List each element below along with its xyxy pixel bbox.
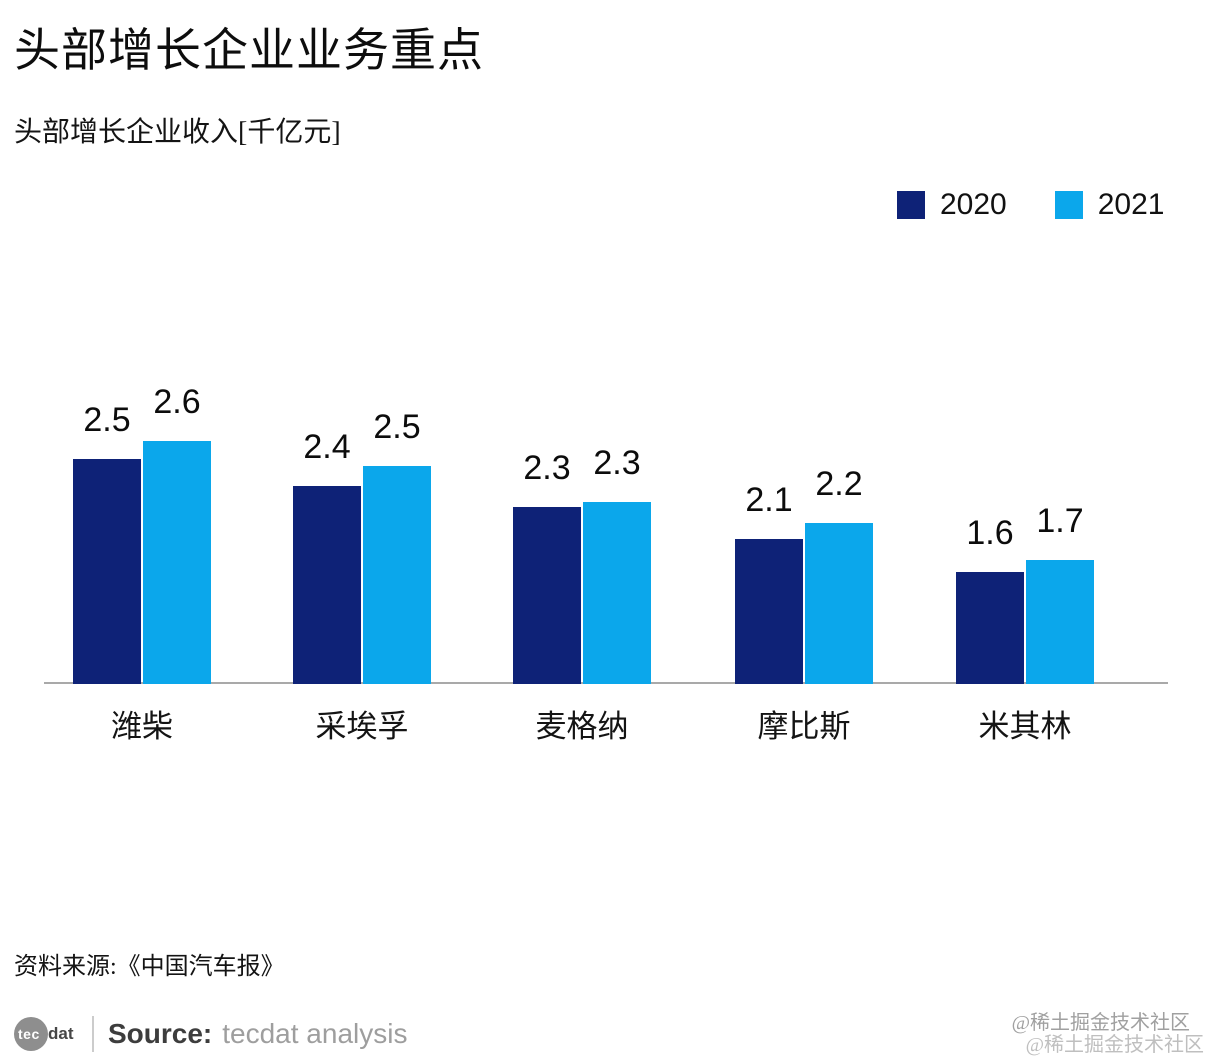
legend-label-2021: 2021 [1097,188,1165,221]
bar-value-label-2021-摩比斯: 2.2 [815,465,863,503]
category-label-摩比斯: 摩比斯 [757,709,851,744]
tecdat-logo-tec-text: tec [18,1026,40,1042]
category-label-麦格纳: 麦格纳 [535,709,629,744]
bar-value-label-2021-潍柴: 2.6 [153,383,201,421]
legend-item-2021: 2021 [1054,188,1165,222]
bar-2020-潍柴 [73,459,141,684]
bar-value-label-2020-米其林: 1.6 [966,514,1014,552]
bar-2021-米其林 [1026,560,1094,684]
bar-2020-采埃孚 [293,486,361,684]
chart-subtitle-unit-label: 头部增长企业收入[千亿元] [14,117,341,148]
footer-divider [92,1016,94,1052]
bar-2020-麦格纳 [513,507,581,684]
data-source-note: 资料来源:《中国汽车报》 [14,954,285,980]
legend-swatch-2021 [1054,191,1083,219]
footer-source-value: tecdat analysis [222,1018,408,1049]
bar-2021-摩比斯 [805,523,873,684]
legend-item-2020: 2020 [897,188,1007,222]
category-label-米其林: 米其林 [978,709,1072,744]
footer-source-label: Source: [108,1018,213,1049]
bar-value-label-2020-摩比斯: 2.1 [745,481,793,519]
bar-value-label-2020-采埃孚: 2.4 [303,428,351,466]
bar-value-label-2021-米其林: 1.7 [1036,502,1084,540]
page-title: 头部增长企业业务重点 [14,25,484,76]
legend-label-2020: 2020 [940,188,1007,221]
footer: tec dat Source: tecdat analysis [14,1012,407,1056]
tecdat-logo: tec dat [14,1014,86,1054]
bar-2021-采埃孚 [363,466,431,684]
legend-swatch-2020 [897,191,925,219]
watermark-line-1: @稀土掘金技术社区 [1011,1012,1190,1034]
bar-value-label-2021-采埃孚: 2.5 [373,408,421,446]
watermarks: @稀土掘金技术社区 @稀土掘金技术社区 [1012,1012,1206,1056]
tecdat-logo-circle [14,1017,48,1051]
category-label-采埃孚: 采埃孚 [315,709,409,744]
category-label-潍柴: 潍柴 [111,709,173,744]
bar-2020-米其林 [956,572,1024,684]
chart-legend: 2020 2021 [897,188,1165,222]
bar-value-label-2020-麦格纳: 2.3 [523,449,571,487]
bar-2021-麦格纳 [583,502,651,684]
bar-2020-摩比斯 [735,539,803,684]
tecdat-logo-dat-text: dat [48,1024,74,1043]
watermark-line-2: @稀土掘金技术社区 [1025,1034,1204,1056]
bar-value-label-2021-麦格纳: 2.3 [593,444,641,482]
bar-2021-潍柴 [143,441,211,684]
bar-value-label-2020-潍柴: 2.5 [83,401,131,439]
